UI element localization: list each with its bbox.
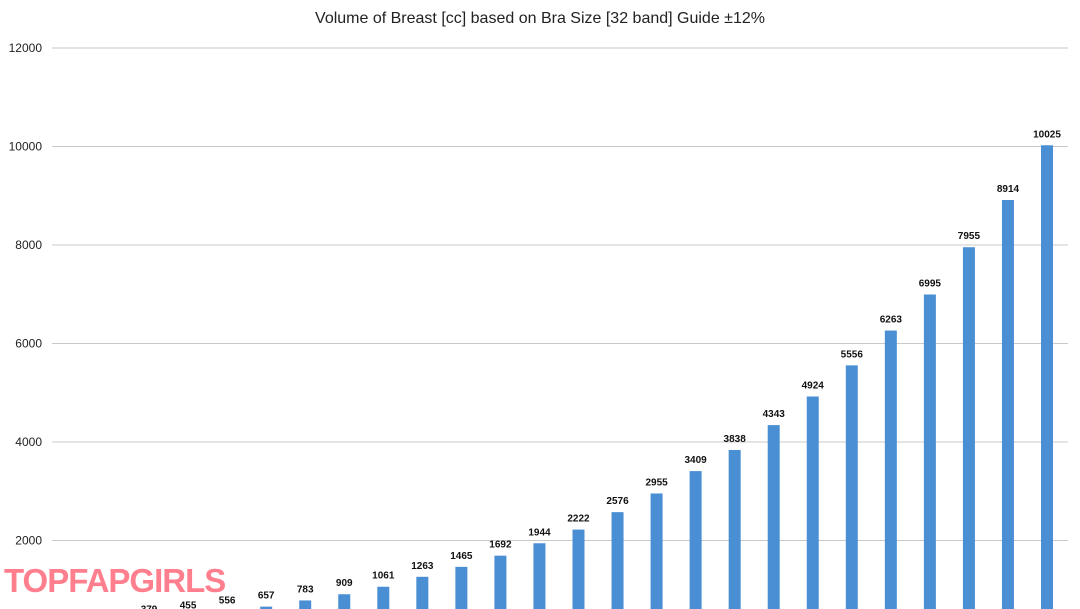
data-label: 1061 (372, 571, 395, 582)
data-label: 1465 (450, 551, 473, 562)
y-tick-label: 6000 (15, 337, 42, 351)
bar (533, 543, 546, 609)
data-label: 6263 (880, 315, 903, 326)
bar (1001, 199, 1014, 609)
data-label: 6995 (919, 278, 942, 289)
y-tick-label: 2000 (15, 534, 42, 548)
data-label: 8914 (997, 184, 1020, 195)
data-label: 783 (297, 584, 314, 595)
bar (923, 294, 936, 609)
y-tick-label: 12000 (9, 41, 43, 55)
data-label: 7955 (958, 231, 981, 242)
data-label: 1263 (411, 561, 434, 572)
y-axis-ticks: 2000 4000 6000 8000 10000 12000 (9, 41, 43, 548)
y-tick-label: 4000 (15, 435, 42, 449)
gridlines (52, 47, 1068, 541)
data-label: 379 (141, 604, 158, 609)
data-label: 3838 (724, 434, 747, 445)
bar (455, 566, 468, 609)
bar (338, 594, 351, 609)
data-label: 5556 (841, 349, 864, 360)
data-label: 1692 (489, 540, 512, 551)
y-tick-label: 10000 (9, 140, 43, 154)
bar (728, 449, 741, 609)
bar (1041, 145, 1053, 609)
data-label: 556 (219, 596, 236, 607)
data-label: 2955 (645, 477, 668, 488)
data-label: 455 (180, 601, 197, 609)
chart-title: Volume of Breast [cc] based on Bra Size … (315, 10, 765, 27)
bar (767, 425, 780, 609)
bar (377, 586, 390, 609)
bar (650, 493, 663, 609)
data-label: 10025 (1033, 129, 1061, 140)
data-label: 3409 (685, 455, 708, 466)
bar (572, 529, 585, 609)
bar (884, 330, 897, 609)
data-label: 657 (258, 591, 275, 602)
data-label: 1944 (528, 527, 551, 538)
bar (416, 576, 429, 609)
watermark-logo: TOPFAPGIRLS (4, 562, 226, 599)
bars (260, 145, 1053, 609)
bar (962, 247, 975, 609)
bar (611, 512, 624, 609)
y-tick-label: 8000 (15, 238, 42, 252)
bar (299, 600, 312, 609)
bar (845, 365, 858, 609)
data-label: 2222 (567, 514, 590, 525)
bar (689, 471, 702, 609)
data-label: 4924 (802, 380, 825, 391)
bar (260, 606, 273, 609)
data-label: 909 (336, 578, 353, 589)
data-labels: 379 455 556 657 783 909 1061 1263 1465 1692 1944 22… (141, 129, 1062, 609)
bar (494, 555, 507, 609)
bar (806, 396, 819, 609)
data-label: 4343 (763, 409, 786, 420)
data-label: 2576 (606, 496, 629, 507)
